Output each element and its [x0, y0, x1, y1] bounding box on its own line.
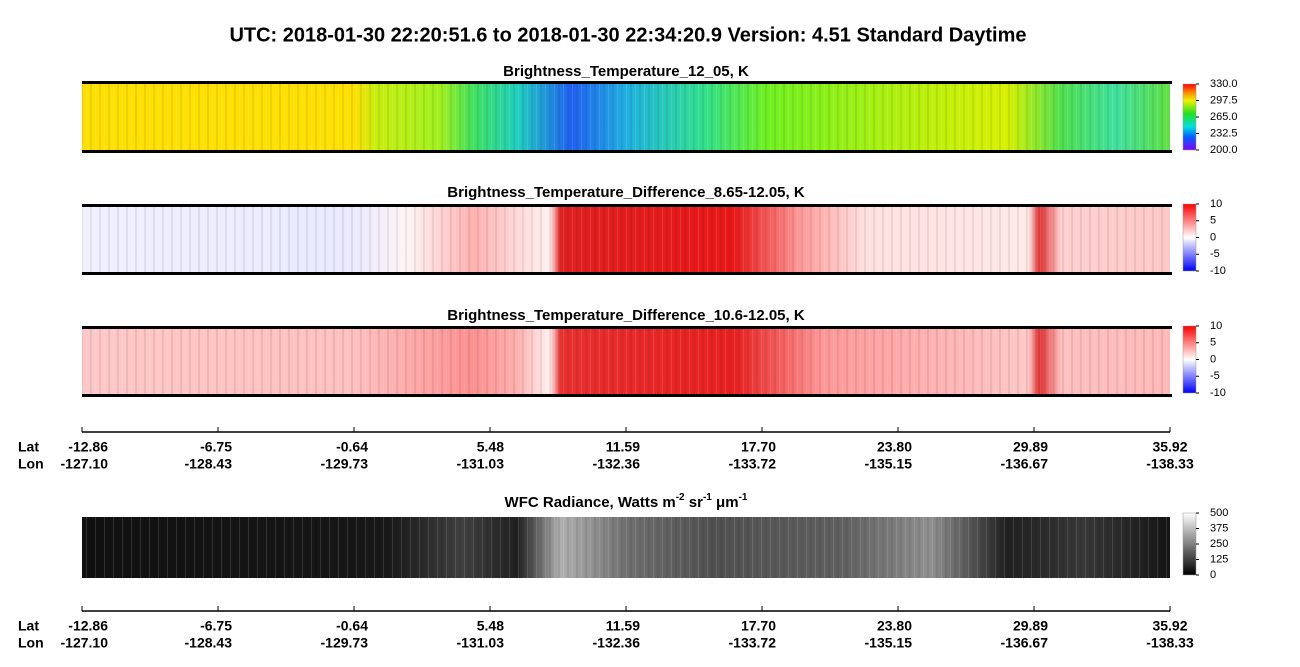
title-part: WFC Radiance, Watts m [505, 494, 676, 511]
lon-tick-label: -136.67 [1001, 635, 1049, 651]
lon-tick-label: -127.10 [61, 456, 109, 472]
lat-tick-label: 17.70 [741, 439, 776, 455]
colorbar-tick-label: 5 [1210, 337, 1216, 349]
colorbar-tick-label: 0 [1210, 569, 1216, 581]
colorbar-tick-label: 232.5 [1210, 127, 1238, 139]
colorbar [1182, 512, 1197, 576]
lon-tick-label: -133.72 [729, 635, 777, 651]
lat-tick-label: -0.64 [336, 439, 368, 455]
panel-border-bottom [82, 272, 1172, 275]
panel-border-top [82, 326, 1172, 329]
lon-tick-label: -135.15 [865, 635, 913, 651]
superscript: -1 [703, 492, 712, 503]
panel-title: Brightness_Temperature_Difference_8.65-1… [447, 184, 805, 201]
lat-tick-label: 5.48 [477, 439, 504, 455]
lat-tick-label: 11.59 [606, 439, 640, 455]
lon-tick-label: -128.43 [185, 635, 233, 651]
lon-tick-label: -128.43 [185, 456, 233, 472]
colorbar-tick-label: 330.0 [1210, 78, 1238, 90]
lon-tick-label: -131.03 [457, 635, 505, 651]
lat-axis-label: Lat [18, 618, 39, 634]
lon-tick-label: -127.10 [61, 635, 109, 651]
figure-title: UTC: 2018-01-30 22:20:51.6 to 2018-01-30… [229, 24, 1026, 46]
lon-tick-label: -138.33 [1146, 635, 1194, 651]
lat-tick-label: -12.86 [68, 618, 108, 634]
lat-tick-label: -12.86 [68, 439, 108, 455]
title-part: μm [712, 494, 739, 511]
colorbar-tick-label: 125 [1210, 553, 1228, 565]
colorbar-tick-label: 10 [1210, 320, 1222, 332]
lon-axis-label: Lon [18, 635, 44, 651]
panel-title: Brightness_Temperature_12_05, K [503, 63, 749, 80]
colorbar [1182, 203, 1197, 272]
lat-tick-label: 5.48 [477, 618, 504, 634]
lon-tick-label: -138.33 [1146, 456, 1194, 472]
colorbar-tick-label: 297.5 [1210, 94, 1238, 106]
lon-tick-label: -136.67 [1001, 456, 1049, 472]
colorbar-tick-label: 10 [1210, 198, 1222, 210]
superscript: -1 [739, 492, 748, 503]
panel-border-top [82, 204, 1172, 207]
lat-axis-label: Lat [18, 439, 39, 455]
superscript: -2 [676, 492, 685, 503]
colorbar-tick-label: 375 [1210, 522, 1228, 534]
lon-tick-label: -132.36 [593, 635, 641, 651]
panel-border-bottom [82, 150, 1172, 153]
colorbar-tick-label: 500 [1210, 507, 1228, 519]
lon-tick-label: -132.36 [593, 456, 641, 472]
lat-tick-label: 23.80 [877, 439, 912, 455]
lon-tick-label: -131.03 [457, 456, 505, 472]
panel-texture [82, 84, 1170, 150]
colorbar-tick-label: 265.0 [1210, 111, 1238, 123]
lat-tick-label: 35.92 [1152, 439, 1187, 455]
colorbar-tick-label: 5 [1210, 215, 1216, 227]
colorbar [1182, 325, 1197, 394]
colorbar-tick-label: 0 [1210, 353, 1216, 365]
lon-tick-label: -133.72 [729, 456, 777, 472]
panel-border-bottom [82, 394, 1172, 397]
colorbar-tick-label: 250 [1210, 538, 1228, 550]
lat-tick-label: -6.75 [200, 439, 232, 455]
lat-tick-label: 23.80 [877, 618, 912, 634]
lat-tick-label: 29.89 [1013, 618, 1048, 634]
panel-title: Brightness_Temperature_Difference_10.6-1… [447, 307, 805, 324]
colorbar-tick-label: 0 [1210, 231, 1216, 243]
colorbar [1182, 83, 1197, 151]
title-part: sr [685, 494, 704, 511]
lat-tick-label: 35.92 [1152, 618, 1187, 634]
lat-tick-label: 17.70 [741, 618, 776, 634]
colorbar-tick-label: -10 [1210, 387, 1226, 399]
colorbar-tick-label: -10 [1210, 265, 1226, 277]
colorbar-tick-label: -5 [1210, 370, 1220, 382]
lat-tick-label: 11.59 [606, 618, 640, 634]
lon-tick-label: -129.73 [321, 456, 369, 472]
lat-tick-label: 29.89 [1013, 439, 1048, 455]
lon-tick-label: -129.73 [321, 635, 369, 651]
lon-tick-label: -135.15 [865, 456, 913, 472]
panel-texture [82, 517, 1170, 578]
colorbar-tick-label: -5 [1210, 248, 1220, 260]
panel-title: WFC Radiance, Watts m-2 sr-1 μm-1 [505, 492, 748, 511]
panel-texture [82, 329, 1170, 394]
panel-texture [82, 207, 1170, 272]
lat-tick-label: -0.64 [336, 618, 368, 634]
lon-axis-label: Lon [18, 456, 44, 472]
panel-border-top [82, 81, 1172, 84]
lat-tick-label: -6.75 [200, 618, 232, 634]
colorbar-tick-label: 200.0 [1210, 144, 1238, 156]
